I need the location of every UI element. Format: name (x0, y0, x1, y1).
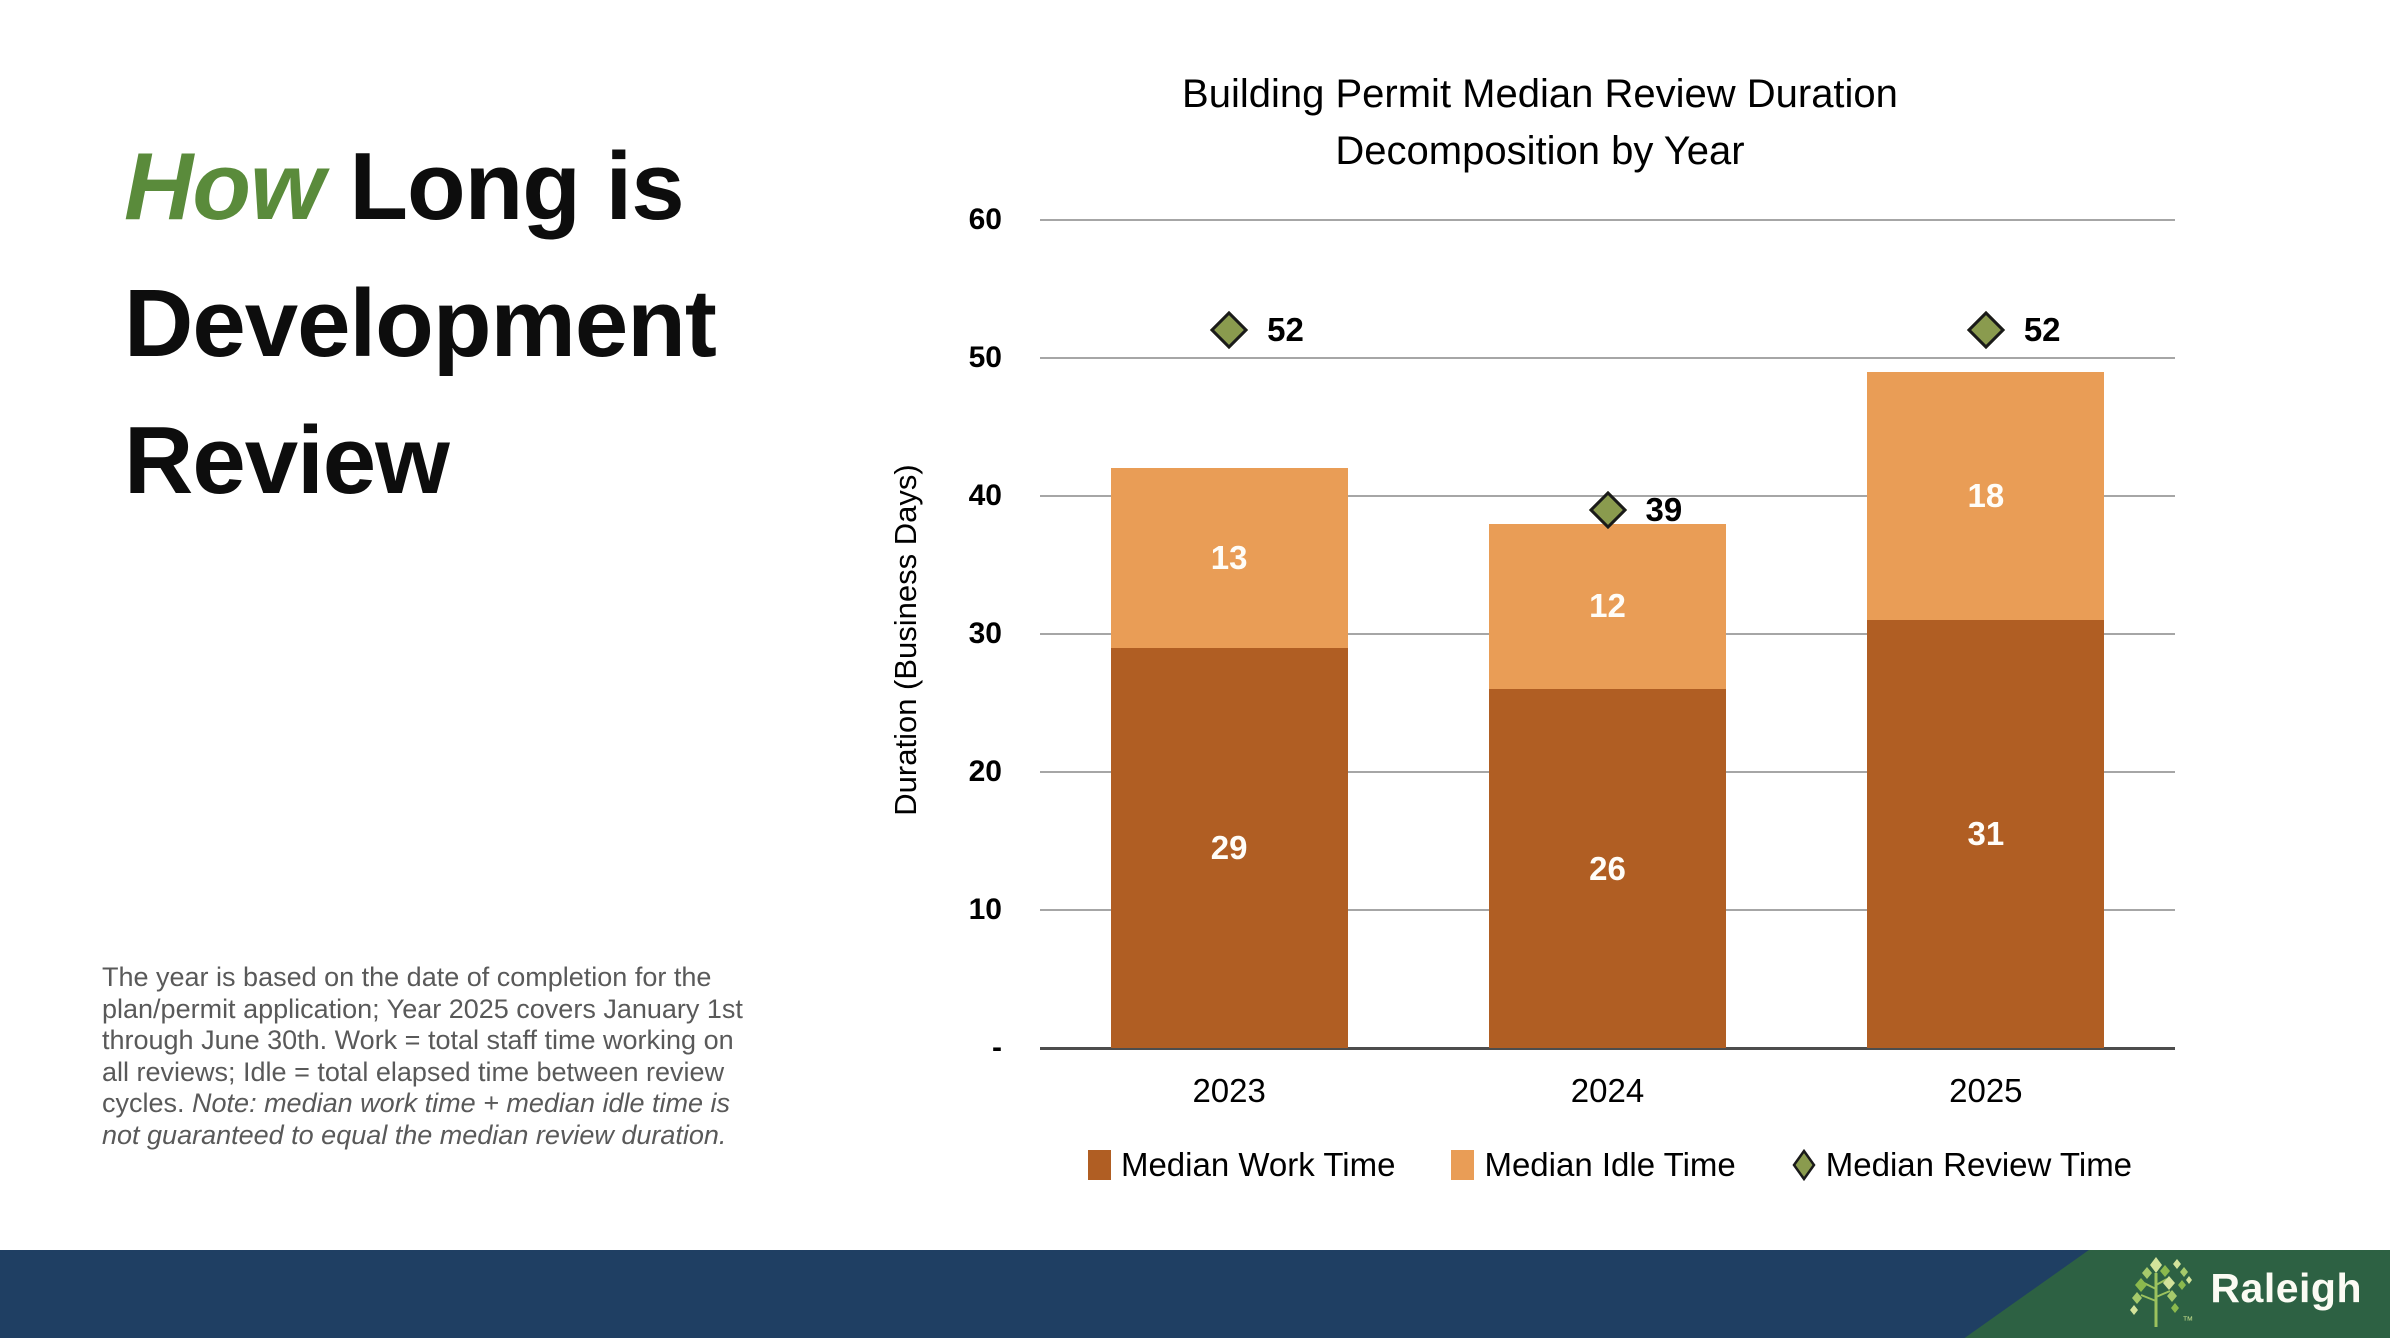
footnote: The year is based on the date of complet… (102, 962, 758, 1151)
chart-legend: Median Work Time Median Idle Time Median… (1040, 1146, 2180, 1184)
legend-label-review: Median Review Time (1825, 1146, 2133, 1183)
review-diamond-2025 (1966, 311, 2005, 350)
x-tick-label-2023: 2023 (1192, 1072, 1266, 1109)
y-tick-label-4: 40 (968, 479, 1002, 512)
idle-time-swatch-icon (1451, 1150, 1475, 1180)
y-tick-label-5: 50 (968, 341, 1002, 374)
bar-idle-value-2023: 13 (1210, 539, 1248, 577)
bar-work-value-2025: 31 (1967, 815, 2005, 853)
bar-work-value-2023: 29 (1210, 828, 1248, 866)
chart-title-line1: Building Permit Median Review Duration (1182, 72, 1898, 116)
review-diamond-2023 (1210, 311, 1249, 350)
chart-title-line2: Decomposition by Year (1335, 129, 1745, 173)
bar-work-2024 (1489, 689, 1726, 1048)
brand-name: Raleigh (2210, 1264, 2362, 1311)
y-tick-label-3: 30 (968, 617, 1002, 650)
bar-work-value-2024: 26 (1589, 849, 1626, 887)
x-tick-label-2025: 2025 (1949, 1072, 2023, 1109)
review-time-diamond-icon (1792, 1149, 1816, 1181)
legend-item-review: Median Review Time (1792, 1146, 2132, 1184)
y-tick-label-1: 10 (968, 893, 1002, 926)
y-tick-label-2: 20 (968, 755, 1002, 788)
y-tick-label-6: 60 (968, 203, 1002, 236)
legend-label-idle: Median Idle Time (1484, 1146, 1736, 1183)
y-tick-label-0: - (992, 1031, 1002, 1064)
x-axis-line (1040, 1047, 2175, 1050)
footer-bar: ™ Raleigh (0, 1250, 2390, 1338)
bar-idle-value-2024: 12 (1589, 587, 1626, 625)
slide-title-rest: Long is Development Review (124, 133, 717, 514)
footnote-note: Note: median work time + median idle tim… (102, 1088, 731, 1150)
chart-title: Building Permit Median Review Duration D… (900, 66, 2180, 180)
review-value-2025: 52 (2023, 311, 2061, 349)
raleigh-logo: ™ Raleigh (2126, 1250, 2362, 1330)
x-tick-label-2024: 2024 (1570, 1072, 1645, 1109)
slide-title-accent: How (124, 133, 325, 240)
bar-idle-2023 (1110, 468, 1348, 648)
legend-item-idle: Median Idle Time (1451, 1146, 1736, 1184)
slide-title: How Long is Development Review (124, 118, 804, 529)
gridline-60 (1040, 219, 2175, 221)
bar-idle-2025 (1867, 371, 2105, 621)
review-value-2024: 39 (1645, 490, 1683, 528)
legend-item-work: Median Work Time (1087, 1146, 1396, 1184)
work-time-swatch-icon (1087, 1150, 1111, 1180)
legend-label-work: Median Work Time (1120, 1146, 1396, 1183)
gridline-50 (1040, 357, 2175, 359)
bar-idle-value-2025: 18 (1967, 477, 2005, 514)
bar-work-2023 (1110, 647, 1348, 1048)
footnote-text: The year is based on the date of complet… (102, 962, 743, 1118)
trademark-symbol: ™ (2182, 1315, 2194, 1327)
raleigh-tree-icon: ™ (2126, 1251, 2196, 1329)
review-value-2023: 52 (1267, 311, 1304, 349)
bar-idle-2024 (1489, 523, 1726, 690)
bar-work-2025 (1867, 620, 2105, 1048)
